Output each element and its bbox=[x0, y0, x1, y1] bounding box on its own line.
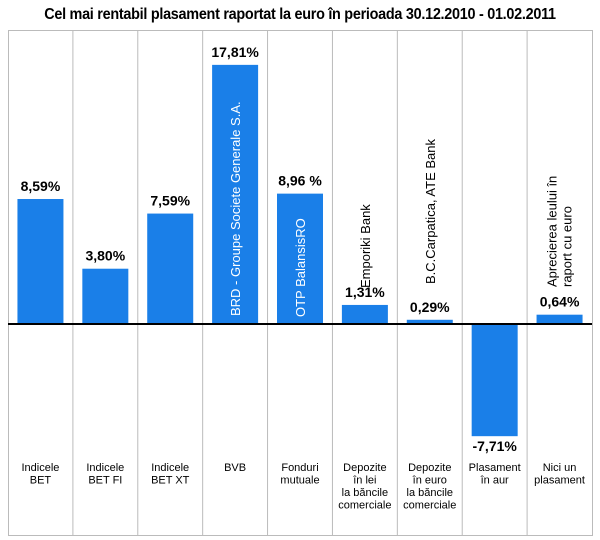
value-label-7: -7,71% bbox=[472, 438, 517, 454]
value-label-0: 8,59% bbox=[21, 178, 61, 194]
value-label-6: 0,29% bbox=[410, 299, 450, 315]
chart-border bbox=[8, 30, 593, 536]
category-label-5: Depozite în lei la băncile comerciale bbox=[338, 462, 391, 512]
annotation-8: Aprecierea leului înraport cu euro bbox=[545, 176, 575, 287]
value-label-3: 17,81% bbox=[211, 44, 259, 60]
bar-0 bbox=[17, 199, 64, 324]
annotation-5: Emporiki Bank bbox=[358, 204, 373, 288]
bar-2 bbox=[147, 213, 194, 324]
bar-8 bbox=[536, 314, 583, 324]
annotation-4: OTP BalansisRO bbox=[293, 218, 308, 317]
value-label-2: 7,59% bbox=[150, 193, 190, 209]
value-label-1: 3,80% bbox=[85, 248, 125, 264]
category-label-1: Indicele BET FI bbox=[86, 462, 124, 487]
category-label-4: Fonduri mutuale bbox=[280, 462, 319, 487]
value-label-8: 0,64% bbox=[540, 294, 580, 310]
category-label-2: Indicele BET XT bbox=[151, 462, 190, 487]
bar-1 bbox=[82, 268, 129, 324]
category-label-6: Depozite în euro la băncile comerciale bbox=[403, 462, 456, 512]
bar-6 bbox=[406, 319, 453, 324]
chart-title: Cel mai rentabil plasament raportat la e… bbox=[44, 6, 556, 23]
category-label-3: BVB bbox=[224, 462, 246, 474]
category-label-0: Indicele BET bbox=[21, 462, 59, 487]
bar-5 bbox=[341, 304, 388, 324]
category-label-7: Plasament în aur bbox=[469, 462, 521, 487]
bar-3 bbox=[212, 64, 259, 324]
bar-4 bbox=[277, 193, 323, 324]
bar-7 bbox=[471, 324, 518, 437]
annotation-6: B.C.Carpatica, ATE Bank bbox=[423, 139, 438, 284]
category-label-8: Nici un plasament bbox=[534, 462, 585, 487]
value-label-4: 8,96 % bbox=[278, 173, 322, 189]
annotation-3: BRD - Groupe Societe Generale S.A. bbox=[228, 101, 243, 316]
value-label-5: 1,31% bbox=[345, 284, 385, 300]
